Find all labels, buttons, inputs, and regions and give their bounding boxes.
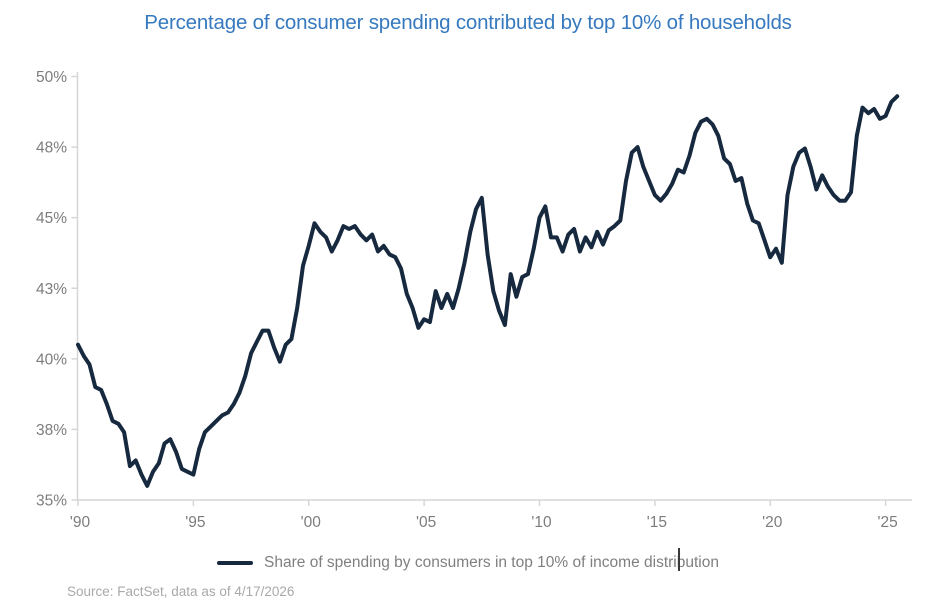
y-axis-label: 45% bbox=[36, 210, 67, 227]
y-axis-label: 38% bbox=[36, 422, 67, 439]
x-axis-label: '00 bbox=[301, 514, 322, 531]
x-axis-label: '05 bbox=[416, 514, 436, 531]
legend: Share of spending by consumers in top 10… bbox=[0, 551, 936, 575]
source-note: Source: FactSet, data as of 4/17/2026 bbox=[67, 584, 295, 599]
x-axis-label: '15 bbox=[647, 514, 667, 531]
x-axis-label: '25 bbox=[878, 514, 898, 531]
chart-title: Percentage of consumer spending contribu… bbox=[144, 11, 792, 34]
y-axis-label: 50% bbox=[36, 69, 67, 86]
text-cursor bbox=[678, 548, 680, 571]
x-axis-label: '95 bbox=[185, 514, 205, 531]
y-axis-label: 48% bbox=[36, 140, 67, 157]
y-axis-label: 43% bbox=[36, 281, 67, 298]
y-axis-label: 40% bbox=[36, 351, 67, 368]
y-axis-label: 35% bbox=[36, 493, 67, 510]
x-axis-label: '90 bbox=[70, 514, 91, 531]
series-line bbox=[76, 94, 900, 488]
x-axis-label: '20 bbox=[762, 514, 783, 531]
x-axis-label: '10 bbox=[531, 514, 552, 531]
legend-label[interactable]: Share of spending by consumers in top 10… bbox=[264, 554, 719, 571]
legend-line-marker bbox=[217, 560, 254, 566]
